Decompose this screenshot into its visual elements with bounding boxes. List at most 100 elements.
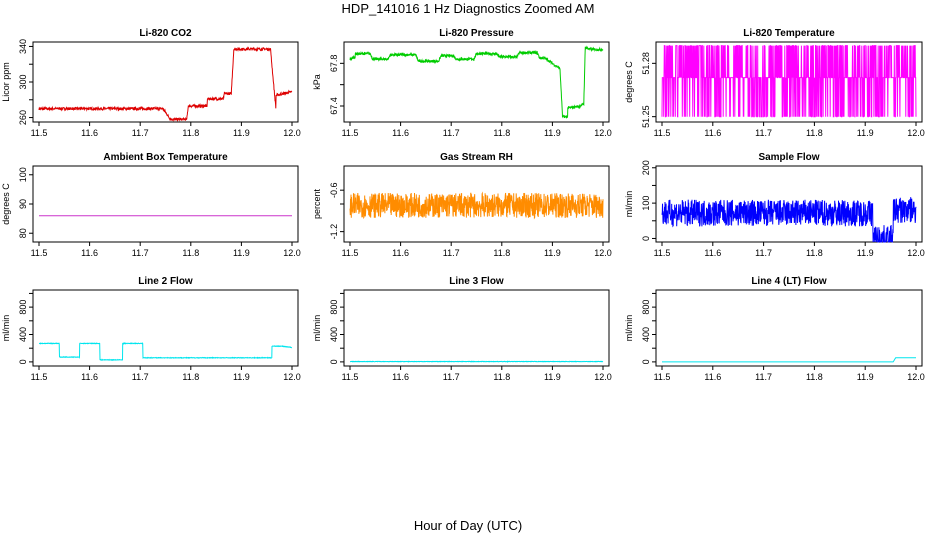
y-tick-label: 200 [641,160,651,175]
x-tick-label: 11.9 [857,248,874,258]
y-tick-label: 0 [329,359,339,364]
x-tick-label: 11.6 [81,248,98,258]
y-tick-label: 0 [641,359,651,364]
panel-title: Gas Stream RH [440,152,513,163]
chart-panel: Gas Stream RH percent 11.5 11.6 11.7 11.8 11.9… [312,152,612,258]
x-tick-label: 11.8 [493,128,510,138]
x-tick-label: 11.8 [806,128,823,138]
x-tick-label: 12.0 [594,248,612,258]
y-axis-label: degrees C [1,183,11,225]
y-axis-label: ml/min [312,315,322,342]
x-tick-label: 11.9 [233,248,250,258]
series-line [349,191,604,220]
x-tick-label: 11.9 [857,128,874,138]
x-tick-label: 11.6 [704,372,721,382]
x-tick-label: 11.8 [806,372,823,382]
plot-frame [655,41,923,123]
x-tick-label: 11.5 [654,248,671,258]
plot-frame [32,41,299,123]
x-tick-label: 12.0 [283,372,301,382]
y-axis-label: kPa [312,74,322,90]
y-tick-label: 340 [18,39,28,54]
plot-frame [655,165,923,243]
panel-title: Sample Flow [758,152,819,163]
x-tick-label: 11.8 [493,248,510,258]
y-tick-label: 800 [641,300,651,315]
panel-title: Li-820 Pressure [439,28,514,39]
plot-frame [343,41,610,123]
x-tick-label: 11.5 [342,248,359,258]
x-tick-label: 11.5 [31,248,48,258]
y-tick-label: 400 [641,327,651,342]
y-axis-label: degrees C [624,61,634,103]
plot-frame [32,165,299,243]
y-tick-label: 51.28 [641,52,651,75]
y-tick-label: -0.6 [329,182,339,198]
series-line [350,360,604,363]
chart-panel: Sample Flow ml/min 11.5 11.6 11.7 11.8 11.9 12.… [624,152,925,258]
page-title: HDP_141016 1 Hz Diagnostics Zoomed AM [341,1,595,16]
x-tick-label: 11.5 [31,372,48,382]
chart-panel: Line 2 Flow ml/min 11.5 11.6 11.7 11.8 11.9 12.… [1,276,301,382]
chart-panel: Line 3 Flow ml/min 11.5 11.6 11.7 11.8 11.9 12.… [312,276,612,382]
panel-title: Ambient Box Temperature [103,152,228,163]
y-tick-label: 100 [18,167,28,182]
series-line [662,357,916,363]
x-tick-label: 11.5 [342,128,359,138]
x-tick-label: 11.9 [544,248,561,258]
series-line [38,46,293,122]
plot-frame [343,289,610,367]
chart-panel: Li-820 Temperature degrees C 11.5 11.6 11.7 1… [624,28,925,138]
y-tick-label: 400 [329,327,339,342]
x-tick-label: 11.7 [755,128,772,138]
x-tick-label: 12.0 [907,248,925,258]
x-tick-label: 12.0 [283,128,301,138]
series-line [661,197,917,243]
x-tick-label: 11.7 [755,372,772,382]
y-tick-label: 67.8 [329,55,339,73]
x-tick-label: 11.8 [182,248,199,258]
x-tick-label: 12.0 [594,372,612,382]
x-tick-label: 11.9 [544,372,561,382]
y-tick-label: 300 [18,74,28,89]
x-tick-label: 11.9 [857,372,874,382]
plot-frame [655,289,923,367]
x-tick-label: 11.7 [132,128,149,138]
y-tick-label: 0 [641,236,651,241]
x-tick-label: 11.7 [755,248,772,258]
x-tick-label: 11.6 [392,372,409,382]
x-tick-label: 11.6 [392,248,409,258]
x-tick-label: 11.7 [443,248,460,258]
x-tick-label: 11.5 [342,372,359,382]
y-tick-label: 80 [18,228,28,238]
x-tick-label: 11.6 [392,128,409,138]
y-tick-label: 800 [329,300,339,315]
panel-title: Line 3 Flow [449,276,504,287]
x-tick-label: 11.5 [31,128,48,138]
x-tick-label: 12.0 [283,248,301,258]
x-tick-label: 11.6 [81,128,98,138]
x-tick-label: 11.8 [182,128,199,138]
x-tick-label: 11.6 [81,372,98,382]
x-tick-label: 11.6 [704,248,721,258]
y-axis-label: ml/min [624,191,634,218]
x-axis-label: Hour of Day (UTC) [413,518,523,533]
panel-title: Line 4 (LT) Flow [751,276,827,287]
chart-panel: Ambient Box Temperature degrees C 11.5 11.6… [1,152,301,258]
y-tick-label: -1.2 [329,224,339,240]
y-axis-label: ml/min [1,315,11,342]
chart-panel: Line 4 (LT) Flow ml/min 11.5 11.6 11.7 11.8 11… [624,276,925,382]
y-axis-label: percent [312,188,322,219]
y-tick-label: 67.4 [329,97,339,115]
x-tick-label: 11.7 [132,372,149,382]
x-tick-label: 11.7 [132,248,149,258]
y-tick-label: 0 [18,359,28,364]
y-tick-label: 260 [18,110,28,125]
x-tick-label: 11.8 [493,372,510,382]
y-axis-label: Licor ppm [1,62,11,102]
x-tick-label: 11.6 [704,128,721,138]
x-tick-label: 11.7 [443,372,460,382]
chart-panel: Li-820 Pressure kPa 11.5 11.6 11.7 11.8 11.9 12… [312,28,612,138]
series-line [39,342,293,362]
